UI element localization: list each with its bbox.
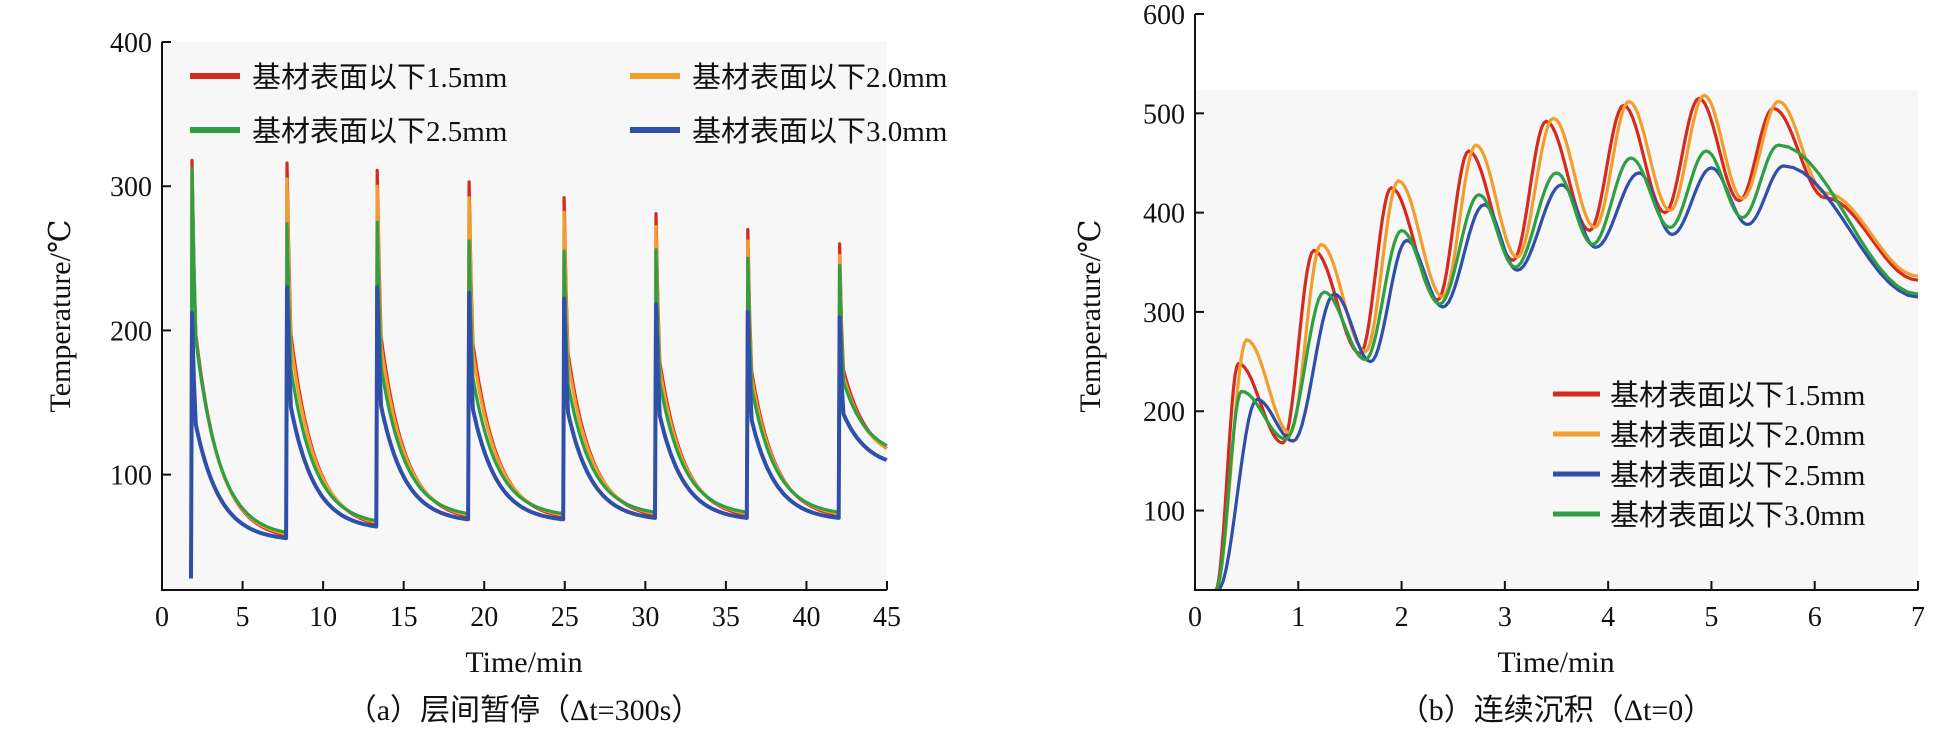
y-tick-label-b: 200 — [1143, 397, 1185, 428]
x-tick-label-b: 6 — [1808, 602, 1822, 633]
y-tick-label-a: 300 — [110, 172, 152, 203]
x-tick-label-a: 15 — [390, 602, 418, 633]
y-tick-label-b: 400 — [1143, 199, 1185, 230]
y-tick-label-a: 400 — [110, 28, 152, 59]
series-line-a-3-0mm — [189, 285, 888, 579]
ticks-a: 0 5 10 15 20 25 30 35 40 45 100 200 300 400 — [110, 28, 901, 633]
series-group-a — [189, 158, 888, 579]
x-tick-label-b: 4 — [1601, 602, 1615, 633]
legend-label-a: 基材表面以下3.0mm — [692, 115, 948, 148]
y-tick-label-b: 600 — [1143, 0, 1185, 31]
y-tick-label-a: 200 — [110, 316, 152, 347]
x-tick-label-a: 40 — [792, 602, 820, 633]
x-tick-label-b: 5 — [1704, 602, 1718, 633]
y-tick-label-b: 100 — [1143, 497, 1185, 528]
series-line-b-2-0mm — [1214, 93, 1919, 591]
legend-label-a: 基材表面以下2.5mm — [252, 115, 508, 148]
legend-label-b: 基材表面以下1.5mm — [1610, 379, 1866, 412]
y-tick-label-b: 300 — [1143, 298, 1185, 329]
x-tick-label-a: 25 — [551, 602, 579, 633]
x-tick-label-b: 7 — [1911, 602, 1925, 633]
x-tick-label-a: 10 — [309, 602, 337, 633]
series-line-b-1-5mm — [1214, 96, 1919, 591]
x-tick-label-a: 5 — [236, 602, 250, 633]
series-group-b — [1214, 93, 1919, 592]
y-axis-label-b: Temperature/℃ — [1074, 219, 1107, 412]
y-tick-label-a: 100 — [110, 461, 152, 492]
caption-b: （b）连续沉积（Δt=0） — [1399, 694, 1714, 727]
x-tick-label-a: 45 — [873, 602, 901, 633]
x-tick-label-a: 35 — [712, 602, 740, 633]
legend-a: 基材表面以下1.5mm 基材表面以下2.0mm 基材表面以下2.5mm 基材表面以下3… — [190, 61, 948, 148]
y-axis-label-a: Temperature/℃ — [44, 219, 77, 412]
y-tick-label-b: 500 — [1143, 99, 1185, 130]
ticks-b: 0 1 2 3 4 5 6 7 100 200 300 400 500 600 — [1143, 0, 1925, 633]
caption-a: （a）层间暂停（Δt=300s） — [347, 694, 702, 727]
x-tick-label-b: 1 — [1291, 602, 1305, 633]
x-tick-label-a: 30 — [631, 602, 659, 633]
legend-label-b: 基材表面以下3.0mm — [1610, 499, 1866, 532]
x-tick-label-b: 3 — [1498, 602, 1512, 633]
legend-label-a: 基材表面以下1.5mm — [252, 61, 508, 94]
x-tick-label-a: 20 — [470, 602, 498, 633]
x-axis-label-a: Time/min — [465, 646, 582, 679]
legend-label-a: 基材表面以下2.0mm — [692, 61, 948, 94]
x-tick-label-a: 0 — [155, 602, 169, 633]
series-line-a-2-5mm — [189, 167, 888, 579]
chart-panel-b: 0 1 2 3 4 5 6 7 100 200 300 400 500 600 Time/min Temp… — [1074, 0, 1925, 727]
legend-label-b: 基材表面以下2.0mm — [1610, 419, 1866, 452]
x-tick-label-b: 0 — [1188, 602, 1202, 633]
series-line-b-3-0mm — [1214, 143, 1919, 591]
x-axis-label-b: Time/min — [1497, 646, 1614, 679]
legend-b: 基材表面以下1.5mm 基材表面以下2.0mm 基材表面以下2.5mm 基材表面以下3… — [1553, 379, 1866, 532]
legend-label-b: 基材表面以下2.5mm — [1610, 459, 1866, 492]
x-tick-label-b: 2 — [1395, 602, 1409, 633]
